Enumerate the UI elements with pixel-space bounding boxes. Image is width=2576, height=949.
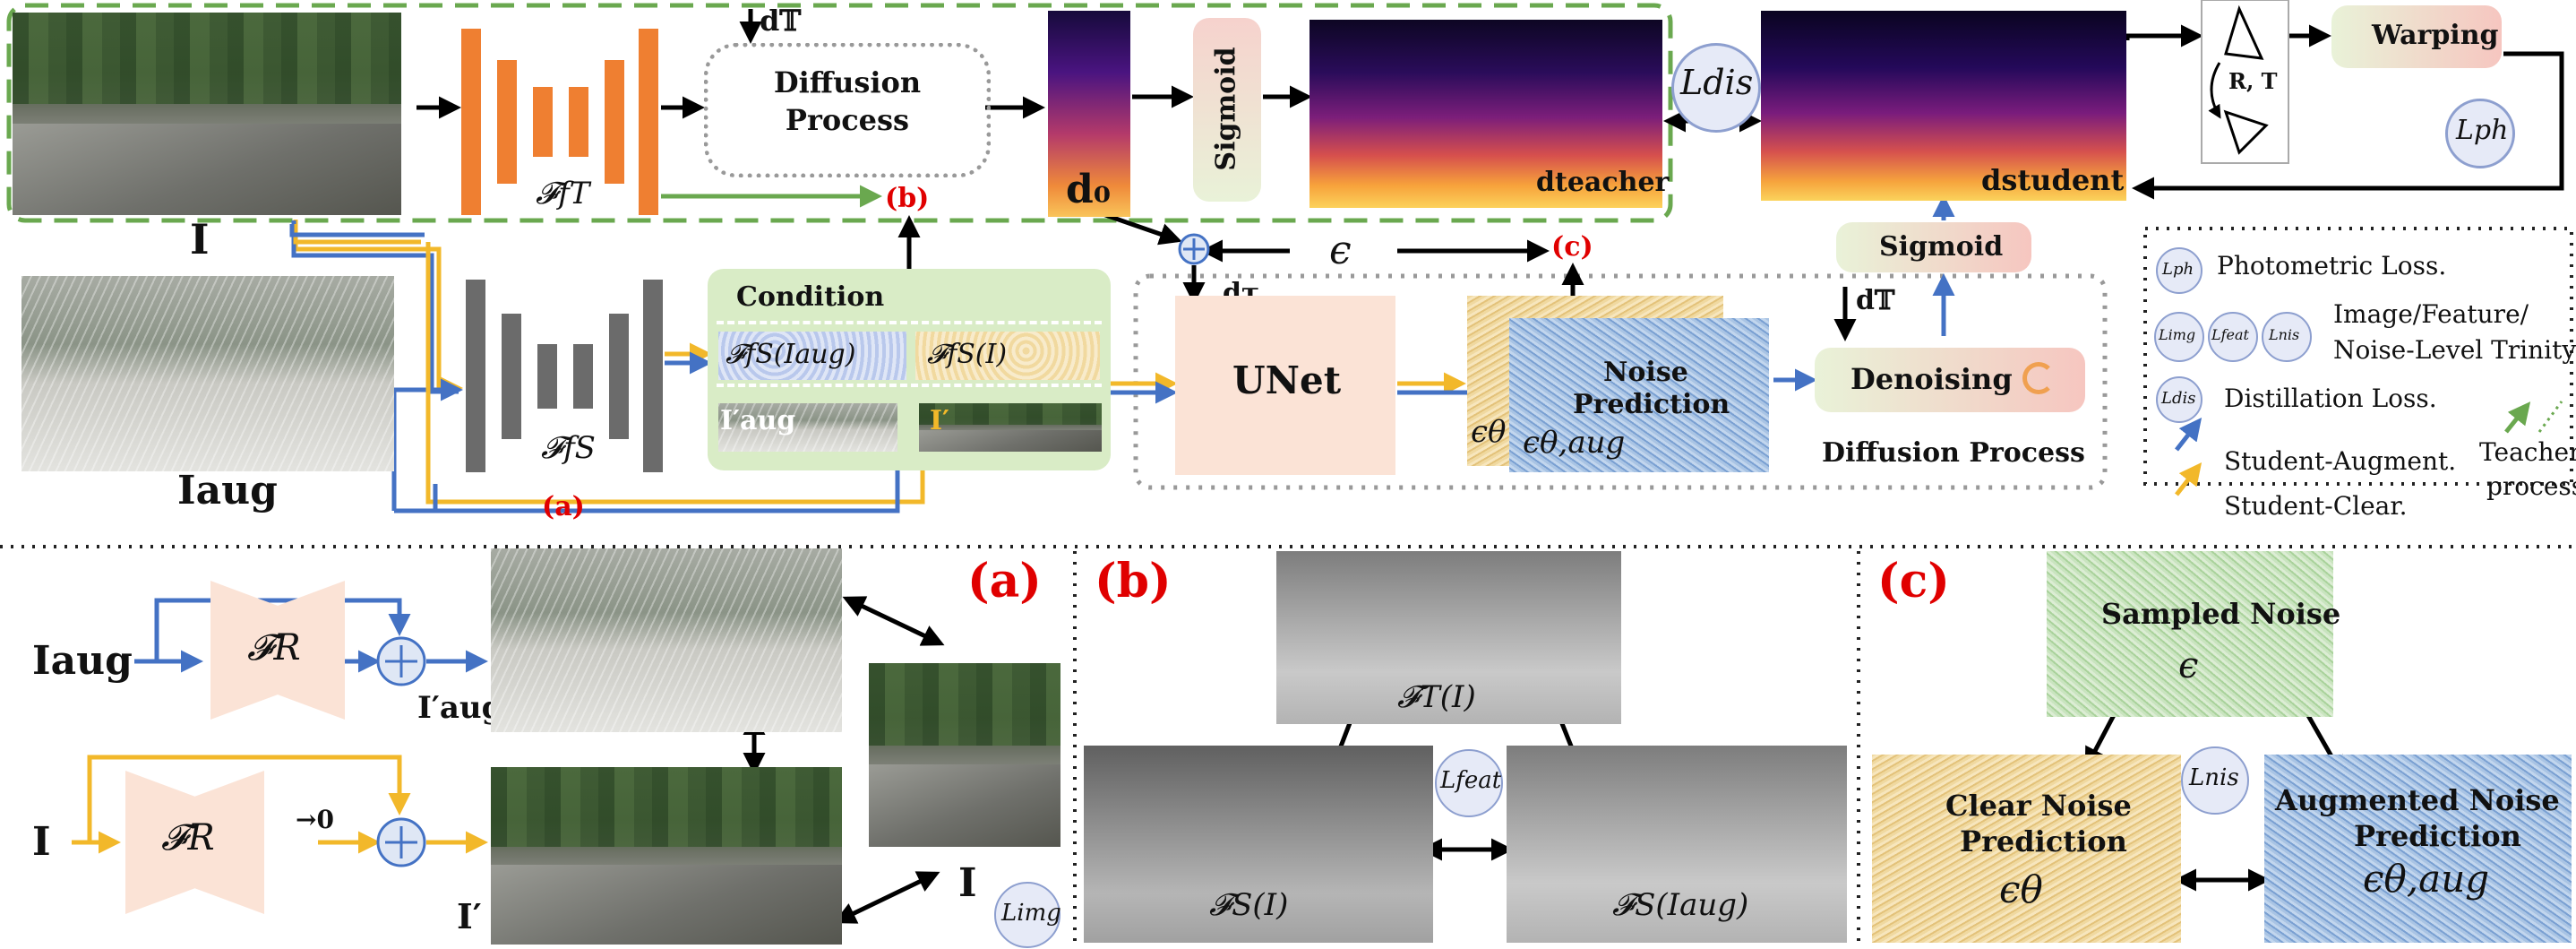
eps-theta-aug-label: ϵθ,aug [1523, 425, 1626, 461]
input-image-I-aug [21, 276, 394, 471]
panel-c-Lnis-badge [2181, 746, 2249, 815]
panel-a-aug-output [491, 548, 842, 732]
denoising-box: Denoising [1815, 348, 2085, 412]
Ldis-badge [1671, 43, 1761, 133]
FfS-label: 𝓕fS [541, 430, 596, 466]
panel-c-aug-noise [2264, 755, 2572, 943]
legend-badge-lfeat [2208, 312, 2258, 362]
depth-student [1761, 11, 2126, 201]
panel-c-marker: (c) [1877, 554, 1950, 608]
panel-b-Lfeat-badge [1435, 749, 1503, 817]
diffusion-process-teacher: Diffusion Process [704, 43, 991, 177]
depth-teacher [1309, 20, 1662, 208]
panel-b-marker: (b) [1095, 554, 1172, 608]
noise-pred-aug [1509, 318, 1769, 472]
legend-badge-lph [2156, 247, 2202, 294]
Lph-label: Lph [2456, 115, 2509, 146]
cond-I-prime-cell [919, 403, 1102, 452]
marker-b-top: (b) [885, 183, 930, 214]
RT-label: R, T [2228, 68, 2278, 94]
marker-a-top: (a) [542, 491, 585, 522]
teacher-encoder-FfT [461, 29, 658, 215]
legend-badge-limg [2154, 312, 2204, 362]
panel-a-I-prime: I′ [457, 896, 482, 936]
panel-a-marker: (a) [967, 554, 1042, 608]
epsilon-label: ϵ [1329, 228, 1352, 273]
FfT-label: 𝓕fT [536, 176, 590, 211]
noise-pred-label-1: Noise [1603, 357, 1688, 388]
panel-a-clear-output [491, 767, 842, 945]
panel-b-FS [1084, 746, 1433, 943]
cond-I-aug-prime-cell [718, 403, 897, 452]
pose-box [2201, 0, 2289, 164]
refresh-icon [2022, 362, 2055, 394]
panel-a-Limg-badge [994, 882, 1060, 948]
panel-a-to-zero: →0 [296, 805, 334, 834]
input-image-I [13, 13, 401, 215]
sigmoid-student: Sigmoid [1836, 222, 2031, 272]
diffusion-process-box-label: Diffusion Process [1822, 437, 2085, 469]
legend-badge-ldis [2156, 376, 2202, 423]
panel-a-I-aug-prime: I′aug [417, 690, 503, 726]
panel-a-I-right: I [958, 860, 977, 906]
Ldis-label: Ldis [1680, 63, 1754, 102]
panel-b-FS-aug [1507, 746, 1847, 943]
panel-c-clear-noise [1872, 755, 2181, 943]
condition-box: Condition 𝓕fS(Iaug) 𝓕fS(I) I′aug I′ [708, 269, 1111, 470]
legend-badge-lnis [2262, 312, 2312, 362]
Lph-badge [2445, 99, 2515, 168]
warping-box: Warping [2331, 5, 2502, 68]
I-main-label: I [190, 215, 210, 263]
depth-d0 [1048, 11, 1130, 217]
sigmoid-teacher: Sigmoid [1193, 18, 1261, 202]
panel-c-sampled-noise [2047, 551, 2333, 717]
cond-fs-clear-cell [915, 332, 1100, 380]
panel-a-I: I [32, 819, 51, 865]
noise-pred-label-2: Prediction [1573, 389, 1730, 420]
eps-theta-label: ϵθ [1471, 414, 1507, 450]
d0-label: d₀ [1066, 167, 1112, 212]
panel-b-FT [1276, 551, 1621, 724]
marker-c-top: (c) [1551, 231, 1593, 263]
dT-top-label: d𝕋 [760, 4, 802, 38]
cond-fs-aug-cell [718, 332, 906, 380]
legend-dotted-box [2143, 227, 2573, 486]
unet-label: UNet [1232, 358, 1342, 402]
panel-a-reference-I [869, 663, 1060, 847]
d-teacher-label: dteacher [1536, 167, 1670, 198]
dT-mid-label: d𝕋 [1856, 285, 1895, 316]
panel-a-I-aug: Iaug [32, 638, 133, 684]
student-encoder-FfS [466, 280, 663, 472]
I-aug-main-label: Iaug [177, 468, 278, 513]
d-student-label: dstudent [1981, 163, 2125, 197]
